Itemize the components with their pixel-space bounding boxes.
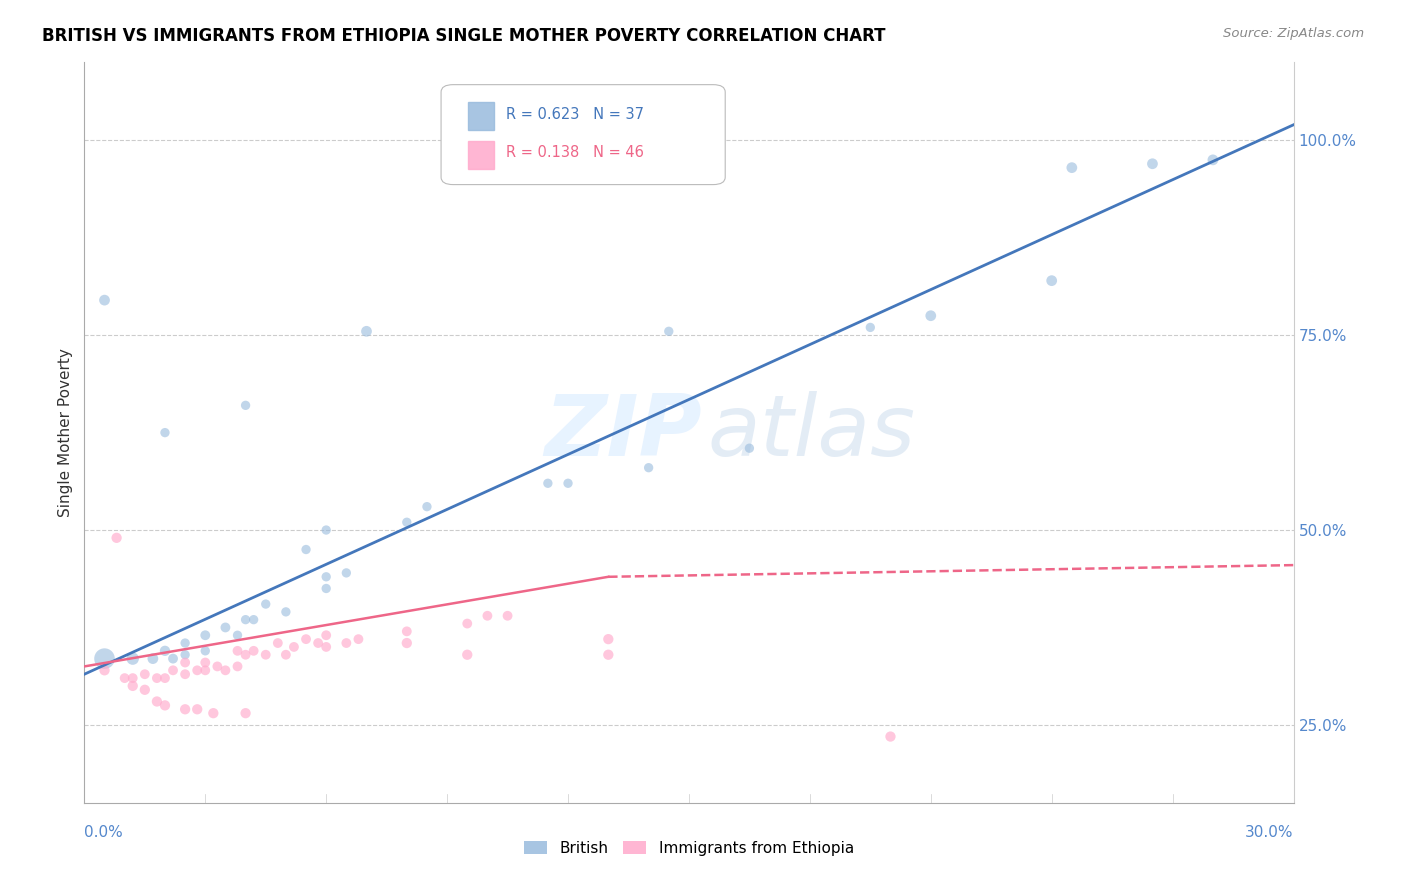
- Point: [202, 706, 225, 721]
- Point: [194, 663, 217, 677]
- Point: [537, 476, 560, 491]
- Point: [174, 667, 197, 681]
- Point: [315, 570, 337, 584]
- Text: R = 0.623   N = 37: R = 0.623 N = 37: [506, 107, 644, 121]
- Point: [146, 694, 169, 708]
- Point: [146, 671, 169, 685]
- Point: [121, 671, 143, 685]
- FancyBboxPatch shape: [468, 103, 495, 130]
- Point: [1142, 157, 1164, 171]
- Point: [395, 624, 418, 639]
- Point: [174, 656, 197, 670]
- Point: [274, 648, 297, 662]
- Point: [274, 605, 297, 619]
- Point: [416, 500, 439, 514]
- Point: [295, 632, 318, 647]
- Point: [307, 636, 329, 650]
- Point: [93, 293, 115, 307]
- Point: [347, 632, 370, 647]
- Y-axis label: Single Mother Poverty: Single Mother Poverty: [58, 348, 73, 517]
- Point: [134, 667, 156, 681]
- FancyBboxPatch shape: [468, 141, 495, 169]
- Point: [162, 651, 184, 665]
- Point: [186, 663, 208, 677]
- Text: BRITISH VS IMMIGRANTS FROM ETHIOPIA SINGLE MOTHER POVERTY CORRELATION CHART: BRITISH VS IMMIGRANTS FROM ETHIOPIA SING…: [42, 27, 886, 45]
- Point: [105, 531, 128, 545]
- Point: [557, 476, 579, 491]
- Text: R = 0.138   N = 46: R = 0.138 N = 46: [506, 145, 644, 160]
- Point: [242, 613, 264, 627]
- Point: [315, 628, 337, 642]
- Point: [162, 663, 184, 677]
- Point: [93, 651, 115, 665]
- Point: [153, 644, 176, 658]
- Point: [335, 566, 357, 580]
- Point: [174, 636, 197, 650]
- Point: [114, 671, 136, 685]
- Point: [598, 632, 620, 647]
- Point: [153, 698, 176, 713]
- Point: [134, 682, 156, 697]
- Point: [174, 648, 197, 662]
- Point: [235, 398, 257, 412]
- Point: [315, 640, 337, 654]
- Point: [242, 644, 264, 658]
- Point: [456, 616, 478, 631]
- Point: [1060, 161, 1083, 175]
- Point: [226, 659, 249, 673]
- Point: [295, 542, 318, 557]
- Point: [859, 320, 882, 334]
- Point: [254, 648, 277, 662]
- Point: [226, 628, 249, 642]
- Point: [395, 636, 418, 650]
- Text: ZIP: ZIP: [544, 391, 702, 475]
- Point: [315, 582, 337, 596]
- Text: 30.0%: 30.0%: [1246, 824, 1294, 839]
- Text: 0.0%: 0.0%: [84, 824, 124, 839]
- Point: [395, 515, 418, 529]
- Point: [174, 702, 197, 716]
- Point: [920, 309, 942, 323]
- Point: [658, 324, 681, 338]
- Point: [121, 679, 143, 693]
- Point: [879, 730, 901, 744]
- Point: [477, 608, 499, 623]
- Point: [194, 628, 217, 642]
- Point: [142, 651, 165, 665]
- Point: [283, 640, 305, 654]
- Point: [267, 636, 290, 650]
- Legend: British, Immigrants from Ethiopia: British, Immigrants from Ethiopia: [517, 835, 860, 862]
- Point: [254, 597, 277, 611]
- Point: [335, 636, 357, 650]
- Point: [186, 702, 208, 716]
- Point: [194, 644, 217, 658]
- Point: [356, 324, 378, 338]
- Point: [598, 648, 620, 662]
- Point: [456, 648, 478, 662]
- Point: [226, 644, 249, 658]
- Point: [1202, 153, 1225, 167]
- Point: [153, 425, 176, 440]
- Point: [121, 651, 143, 665]
- Point: [235, 613, 257, 627]
- Point: [738, 441, 761, 455]
- Point: [194, 656, 217, 670]
- Point: [637, 460, 659, 475]
- Point: [235, 648, 257, 662]
- Point: [153, 671, 176, 685]
- FancyBboxPatch shape: [441, 85, 725, 185]
- Text: atlas: atlas: [707, 391, 915, 475]
- Point: [214, 663, 236, 677]
- Point: [214, 620, 236, 634]
- Point: [207, 659, 229, 673]
- Point: [1040, 274, 1063, 288]
- Point: [496, 608, 519, 623]
- Point: [93, 663, 115, 677]
- Point: [315, 523, 337, 537]
- Point: [235, 706, 257, 721]
- Text: Source: ZipAtlas.com: Source: ZipAtlas.com: [1223, 27, 1364, 40]
